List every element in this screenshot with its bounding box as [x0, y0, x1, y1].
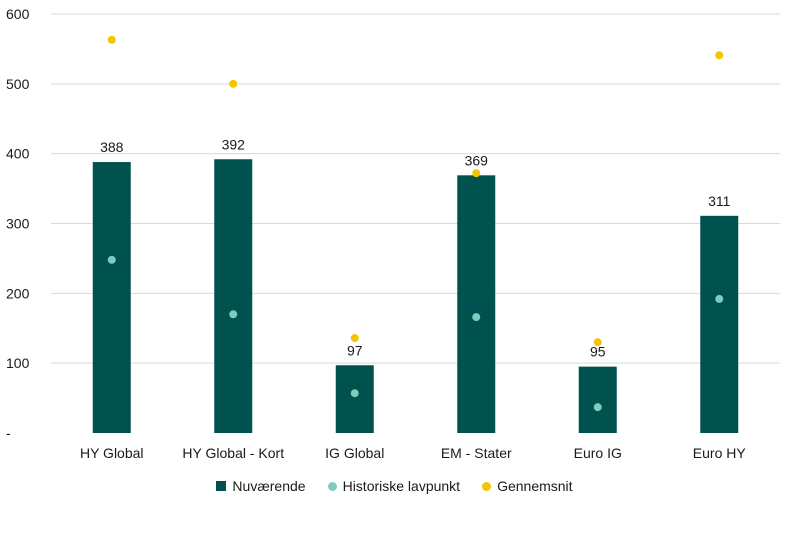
gridlines [51, 13, 780, 364]
y-tick-label: 400 [6, 146, 30, 162]
legend-item-historiske-lavpunkt: Historiske lavpunkt [327, 478, 461, 494]
x-axis-categories: HY Global HY Global - Kort IG Global EM - S… [80, 445, 746, 461]
y-tick-label: 500 [6, 76, 30, 92]
legend-item-gennemsnit: Gennemsnit [482, 478, 573, 494]
dot-historiske-lavpunkt [350, 389, 359, 398]
y-tick-label: - [6, 425, 11, 441]
x-tick-label: HY Global - Kort [182, 445, 284, 461]
legend-label-historiske-lavpunkt: Historiske lavpunkt [342, 478, 461, 494]
bar-nuvaerende [335, 365, 374, 433]
data-label: 95 [590, 344, 606, 360]
y-tick-label: 600 [6, 6, 30, 22]
y-axis-ticks: - 100 200 300 400 500 600 [6, 6, 30, 441]
x-tick-label: Euro IG [574, 445, 622, 461]
legend-swatch-gennemsnit [482, 481, 492, 491]
bar-nuvaerende [578, 366, 617, 433]
legend-swatch-historiske-lavpunkt [327, 481, 337, 491]
legend: Nuværende Historiske lavpunkt Gennemsnit [0, 478, 789, 494]
x-tick-label: Euro HY [693, 445, 747, 461]
dot-gennemsnit [593, 338, 602, 347]
y-tick-label: 200 [6, 285, 30, 301]
data-label: 369 [465, 152, 489, 168]
x-tick-label: HY Global [80, 445, 144, 461]
dot-gennemsnit [229, 79, 238, 88]
dot-gennemsnit [350, 334, 359, 343]
data-label: 388 [100, 139, 124, 155]
legend-item-nuvaerende: Nuværende [216, 478, 306, 494]
dot-gennemsnit [107, 35, 116, 44]
x-tick-label: IG Global [325, 445, 384, 461]
y-tick-label: 300 [6, 216, 30, 232]
dot-historiske-lavpunkt [107, 255, 116, 264]
bar-nuvaerende [92, 162, 131, 433]
bars-nuvaerende [92, 159, 739, 433]
data-label: 311 [708, 193, 731, 209]
legend-label-nuvaerende: Nuværende [232, 478, 306, 494]
legend-label-gennemsnit: Gennemsnit [497, 478, 573, 494]
dot-gennemsnit [715, 51, 724, 60]
y-tick-label: 100 [6, 355, 30, 371]
bar-nuvaerende [700, 215, 739, 433]
legend-swatch-nuvaerende [216, 481, 227, 491]
data-label: 97 [347, 342, 363, 358]
dot-historiske-lavpunkt [593, 403, 602, 412]
dot-gennemsnit [472, 169, 481, 178]
data-labels: 388 392 97 369 95 311 [100, 136, 731, 359]
dot-historiske-lavpunkt [715, 294, 724, 303]
dot-historiske-lavpunkt [229, 310, 238, 319]
dots-series [107, 35, 724, 412]
dot-historiske-lavpunkt [472, 313, 481, 322]
data-label: 392 [222, 136, 246, 152]
bar-nuvaerende [457, 175, 496, 433]
x-tick-label: EM - Stater [441, 445, 512, 461]
bar-nuvaerende [214, 159, 253, 433]
